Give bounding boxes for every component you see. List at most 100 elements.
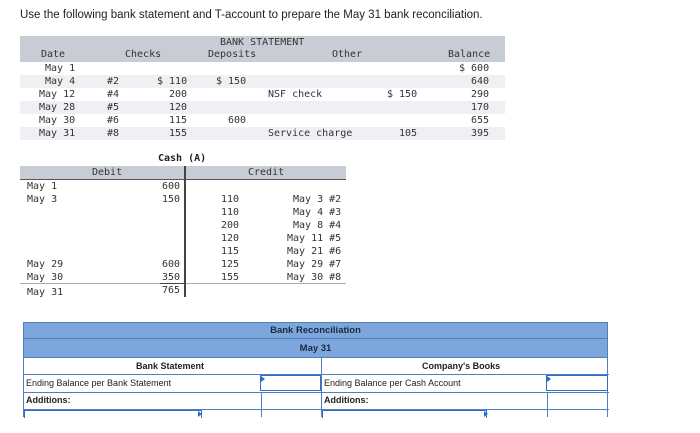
debit-date: May 29 <box>27 259 64 270</box>
credit-amount: 115 <box>221 246 240 257</box>
bank-ending-balance-input[interactable] <box>260 375 321 391</box>
row-date: May 30 <box>39 115 76 126</box>
credit-ref: May 8 #4 <box>293 220 342 231</box>
grid-line <box>24 409 609 410</box>
bank-side-heading: Bank Statement <box>136 361 205 371</box>
row-check-amount: 115 <box>169 115 188 126</box>
row-date: May 12 <box>39 89 76 100</box>
row-stripe <box>20 62 505 75</box>
credit-amount: 200 <box>221 220 240 231</box>
row-stripe <box>20 101 505 114</box>
t-account-rule <box>20 179 346 180</box>
row-balance: 290 <box>471 89 490 100</box>
row-stripe <box>20 127 505 140</box>
balance-underline <box>160 283 184 284</box>
credit-ref: May 4 #3 <box>293 207 342 218</box>
row-check-amount: 155 <box>169 128 188 139</box>
col-header-balance: Balance <box>448 49 491 60</box>
col-header-checks: Checks <box>125 49 162 60</box>
credit-ref: May 11 #5 <box>287 233 342 244</box>
col-header-date: Date <box>41 49 66 60</box>
credit-ref: May 29 #7 <box>287 259 342 270</box>
grid-line <box>24 392 609 393</box>
col-header-deposits: Deposits <box>208 49 257 60</box>
statement-title: BANK STATEMENT <box>220 37 305 48</box>
debit-amount: 150 <box>162 194 181 205</box>
row-deposit: 600 <box>228 115 247 126</box>
credit-ref: May 30 #8 <box>287 272 342 283</box>
row-balance: $ 600 <box>459 63 490 74</box>
debit-date: May 30 <box>27 272 64 283</box>
debit-date: May 3 <box>27 194 58 205</box>
row-check-no: #2 <box>107 76 120 87</box>
row-date: May 4 <box>45 76 76 87</box>
row-check-amount: 200 <box>169 89 188 100</box>
credit-amount: 125 <box>221 259 240 270</box>
center-divider <box>321 358 322 417</box>
row-stripe <box>20 114 505 127</box>
col-header-other: Other <box>332 49 363 60</box>
row-check-amount: 120 <box>169 102 188 113</box>
credit-ref: May 3 #2 <box>293 194 342 205</box>
reconciliation-title: Bank Reconciliation <box>270 325 361 336</box>
bank-reconciliation-form: Bank Reconciliation May 31 Bank Statemen… <box>23 322 609 418</box>
row-date: May 31 <box>39 128 76 139</box>
column-divider <box>261 392 262 417</box>
t-account-title: Cash (A) <box>158 153 207 164</box>
instruction-text: Use the following bank statement and T-a… <box>20 9 483 21</box>
grid-line <box>24 374 609 375</box>
credit-amount: 110 <box>221 194 240 205</box>
row-other-amount: $ 150 <box>387 89 418 100</box>
bank-ending-balance-label: Ending Balance per Bank Statement <box>26 378 172 388</box>
row-balance: 655 <box>471 115 490 126</box>
column-divider <box>547 392 548 417</box>
bank-additions-label: Additions: <box>26 395 71 405</box>
t-account-header-band <box>20 166 346 179</box>
row-check-no: #8 <box>107 128 120 139</box>
row-stripe <box>20 75 505 88</box>
reconciliation-grid: Bank Statement Company's Books Ending Ba… <box>23 358 609 418</box>
book-ending-balance-label: Ending Balance per Cash Account <box>324 378 461 388</box>
row-other-desc: NSF check <box>268 89 323 100</box>
statement-rows <box>20 62 505 140</box>
credit-amount: 155 <box>221 272 240 283</box>
book-addition-item-select[interactable] <box>322 410 487 418</box>
debit-amount: 600 <box>162 259 181 270</box>
book-additions-label: Additions: <box>324 395 369 405</box>
credit-amount: 110 <box>221 207 240 218</box>
row-balance: 395 <box>471 128 490 139</box>
credit-ref: May 21 #6 <box>287 246 342 257</box>
t-account-divider <box>184 166 186 297</box>
debit-amount: 600 <box>162 181 181 192</box>
row-balance: 170 <box>471 102 490 113</box>
row-other-desc: Service charge <box>268 128 353 139</box>
row-deposit: $ 150 <box>216 76 247 87</box>
debit-label: Debit <box>92 167 123 178</box>
input-marker-icon <box>547 376 551 382</box>
t-account-bottom-rule <box>186 283 346 284</box>
reconciliation-date: May 31 <box>299 343 332 354</box>
book-ending-balance-input[interactable] <box>546 375 608 391</box>
row-date: May 1 <box>45 63 76 74</box>
debit-date: May 1 <box>27 181 58 192</box>
statement-header-band <box>20 36 505 62</box>
reconciliation-title-band <box>23 322 608 339</box>
debit-date: May 31 <box>27 287 64 298</box>
row-check-no: #6 <box>107 115 120 126</box>
input-marker-icon <box>261 376 265 382</box>
book-side-heading: Company's Books <box>422 361 501 371</box>
row-check-no: #4 <box>107 89 120 100</box>
credit-amount: 120 <box>221 233 240 244</box>
debit-amount: 350 <box>162 272 181 283</box>
debit-balance: 765 <box>162 285 181 296</box>
row-check-no: #5 <box>107 102 120 113</box>
dropdown-marker-icon <box>198 411 202 417</box>
t-account-bottom-rule <box>20 283 184 284</box>
row-other-amount: 105 <box>399 128 418 139</box>
row-stripe <box>20 88 505 101</box>
reconciliation-date-band <box>23 339 608 358</box>
credit-label: Credit <box>248 167 285 178</box>
row-balance: 640 <box>471 76 490 87</box>
row-check-amount: $ 110 <box>157 76 188 87</box>
bank-addition-item-select[interactable] <box>24 410 202 418</box>
